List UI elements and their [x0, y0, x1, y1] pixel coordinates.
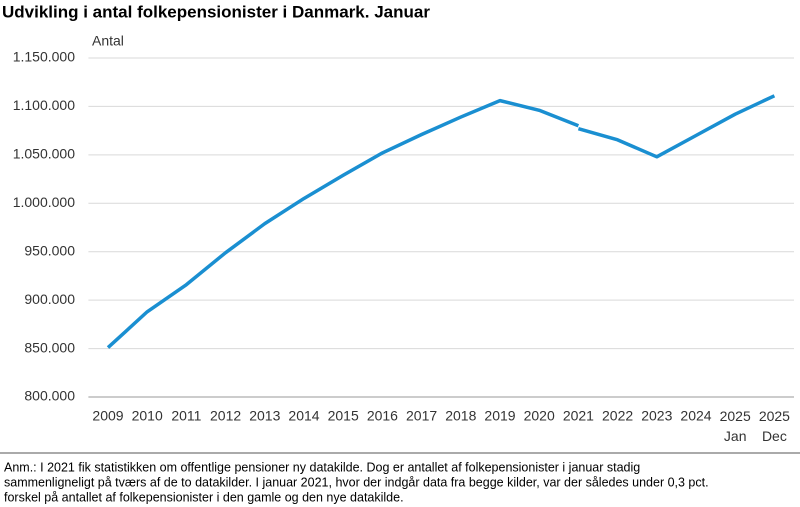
data-line	[106, 98, 580, 349]
chart-title: Udvikling i antal folkepensionister i Da…	[2, 2, 430, 21]
x-tick-label: 2018	[445, 408, 476, 424]
y-tick-label: 1.150.000	[13, 49, 75, 65]
x-tick-label: 2019	[484, 408, 515, 424]
x-tick-label: 2010	[132, 408, 163, 424]
note-line: Anm.: I 2021 fik statistikken om offentl…	[4, 460, 640, 474]
x-tick-label: 2014	[288, 408, 319, 424]
y-tick-label: 1.050.000	[13, 146, 75, 162]
x-tick-label: 2022	[602, 408, 633, 424]
x-tick-label: 2016	[367, 408, 398, 424]
y-tick-label: 1.000.000	[13, 194, 75, 210]
y-tick-label: 800.000	[24, 388, 75, 404]
y-tick-label: 1.100.000	[13, 97, 75, 113]
y-tick-label: 950.000	[24, 242, 75, 258]
x-tick-label: 2023	[641, 408, 672, 424]
y-axis-label: Antal	[92, 33, 124, 49]
x-tick-label: 2025 Jan	[720, 408, 751, 444]
x-tick-label: 2020	[524, 408, 555, 424]
x-tick-label: 2021	[563, 408, 594, 424]
y-tick-label: 900.000	[24, 291, 75, 307]
data-line	[577, 94, 776, 159]
x-tick-label: 2025 Dec	[759, 408, 790, 444]
x-tick-label: 2015	[328, 408, 359, 424]
note-line: forskel på antallet af folkepensionister…	[4, 490, 404, 504]
x-tick-label: 2011	[171, 408, 201, 424]
x-tick-label: 2013	[249, 408, 280, 424]
y-tick-label: 850.000	[24, 339, 75, 355]
x-tick-label: 2024	[680, 408, 711, 424]
x-tick-label: 2017	[406, 408, 437, 424]
note-line: sammenligneligt på tværs af de to dataki…	[4, 475, 709, 489]
x-tick-label: 2012	[210, 408, 241, 424]
x-tick-label: 2009	[92, 408, 123, 424]
